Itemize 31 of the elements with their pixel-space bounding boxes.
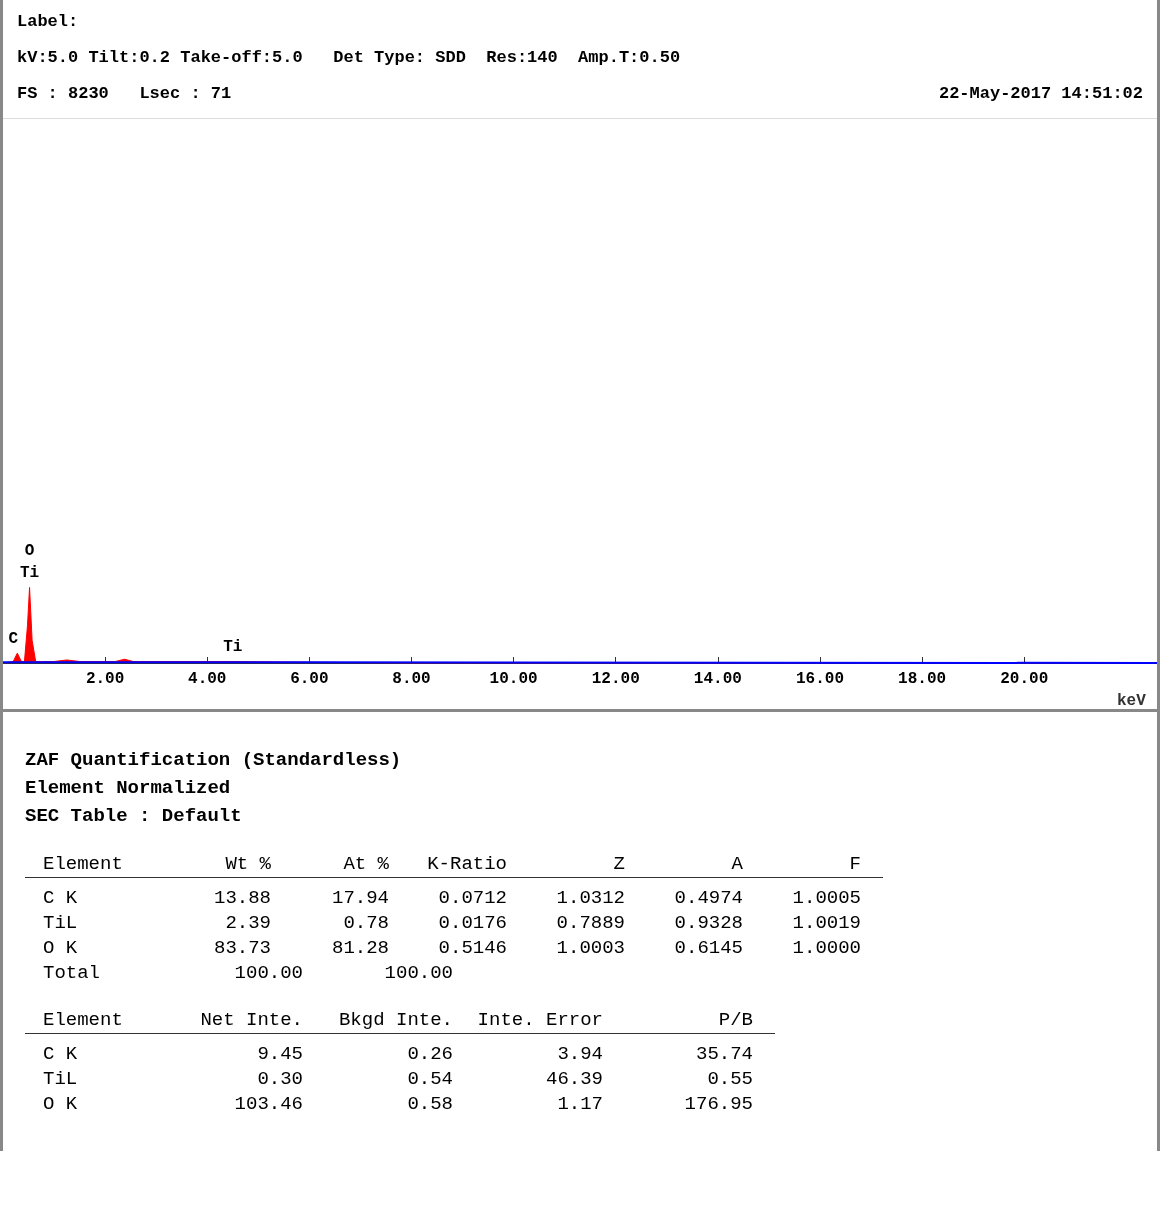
x-tick-label: 2.00 [85,670,125,688]
text: kV:5.0 Tilt:0.2 Take-off:5.0 Det Type: SDD Res:140 Amp.T:0.50 [17,47,682,69]
text: FS : 8230 Lsec : 71 [17,84,232,103]
annotation: C [8,630,19,649]
text: ZAF Quantification (Standardless) [25,748,403,773]
x-tick-label: 12.00 [591,670,640,688]
text: O K 83.73 81.28 0.5146 1.0003 0.6145 1.0000 [43,937,861,959]
x-tick-label: 16.00 [795,670,844,688]
text: TiL 2.39 0.78 0.0176 0.7889 0.9328 1.0019 [43,912,861,934]
text: 22-May-2017 14:51:02 [938,84,1143,103]
x-tick-label: 4.00 [188,670,227,688]
text: C K 13.88 17.94 0.0712 1.0312 0.4974 1.0005 [43,887,861,909]
annotation: O [24,542,35,561]
x-tick-label: 20.00 [1000,670,1049,688]
x-tick-label: 8.00 [392,670,431,688]
x-axis-title: keV [1117,692,1147,710]
x-tick-label: 10.00 [489,670,538,688]
text: Element Net Inte. Bkgd Inte. Inte. Error P/B [43,1009,753,1031]
x-tick-label: 14.00 [693,670,742,688]
x-tick-label: 18.00 [898,670,947,688]
text: Element Normalized [25,776,232,801]
text: SEC Table : Default [25,804,243,829]
text: C K 9.45 0.26 3.94 35.74 [43,1043,753,1065]
text: Total 100.00 100.00 [43,962,453,984]
x-tick-label: 6.00 [290,670,329,688]
annotation: Ti [19,564,40,583]
text: TiL 0.30 0.54 46.39 0.55 [43,1068,753,1090]
text: Element Wt % At % K-Ratio Z A F [43,853,861,875]
text: Label: [17,11,80,33]
annotation: Ti [223,638,243,657]
text: O K 103.46 0.58 1.17 176.95 [43,1093,753,1115]
